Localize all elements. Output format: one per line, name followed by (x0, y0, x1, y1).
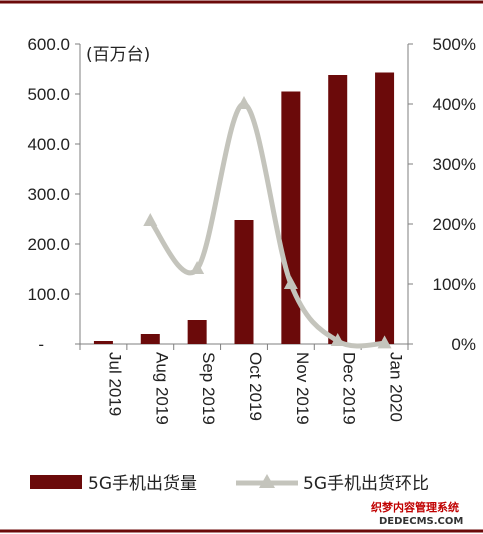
left-axis-ticks: - 100.0 200.0 300.0 400.0 500.0 600.0 (27, 35, 80, 354)
x-tick-label: Nov 2019 (293, 352, 312, 425)
legend: 5G手机出货量 5G手机出货环比 (30, 474, 429, 494)
right-tick-label: 500% (433, 35, 476, 54)
unit-label: (百万台) (86, 45, 150, 65)
right-axis-ticks: 0% 100% 200% 300% 400% 500% (408, 35, 476, 354)
bars (93, 72, 395, 344)
watermark-line2: DEDECMS.COM (379, 516, 463, 527)
x-tick-label: Aug 2019 (152, 352, 171, 425)
x-tick-label: Jul 2019 (105, 352, 124, 416)
bar (281, 91, 301, 344)
watermark-line1: 织梦内容管理系统 (371, 500, 459, 514)
right-tick-label: 200% (433, 215, 476, 234)
legend-label-line: 5G手机出货环比 (303, 474, 429, 494)
bar (140, 334, 160, 344)
line-point (237, 96, 251, 109)
x-tick-label: Sep 2019 (199, 352, 218, 425)
left-tick-label: 500.0 (27, 85, 70, 104)
left-tick-label: 300.0 (27, 185, 70, 204)
x-tick-label: Dec 2019 (340, 352, 359, 425)
bar (234, 220, 254, 344)
legend-swatch-bar (30, 475, 82, 489)
line-point (377, 335, 392, 349)
x-tick-label: Jan 2020 (387, 352, 406, 422)
line-point (330, 333, 345, 346)
left-tick-label: 600.0 (27, 35, 70, 54)
bar (375, 72, 395, 344)
left-tick-label: 200.0 (27, 235, 70, 254)
bar (93, 341, 113, 344)
line-point (190, 261, 205, 274)
right-tick-label: 100% (433, 275, 476, 294)
legend-swatch-marker (259, 474, 275, 488)
right-tick-label: 0% (451, 335, 476, 354)
line-series (143, 96, 392, 349)
line-series-path (147, 101, 388, 349)
bar (187, 320, 207, 344)
left-tick-label: 400.0 (27, 135, 70, 154)
bar (328, 75, 348, 344)
legend-label-bar: 5G手机出货量 (88, 474, 197, 494)
line-point (283, 276, 298, 289)
right-tick-label: 400% (433, 95, 476, 114)
x-axis-ticks: Jul 2019 Aug 2019 Sep 2019 Oct 2019 Nov 2019… (105, 352, 405, 425)
right-tick-label: 300% (433, 155, 476, 174)
left-tick-label: - (38, 335, 44, 354)
left-tick-label: 100.0 (27, 285, 70, 304)
x-tick-label: Oct 2019 (246, 352, 265, 421)
line-point (143, 213, 158, 226)
